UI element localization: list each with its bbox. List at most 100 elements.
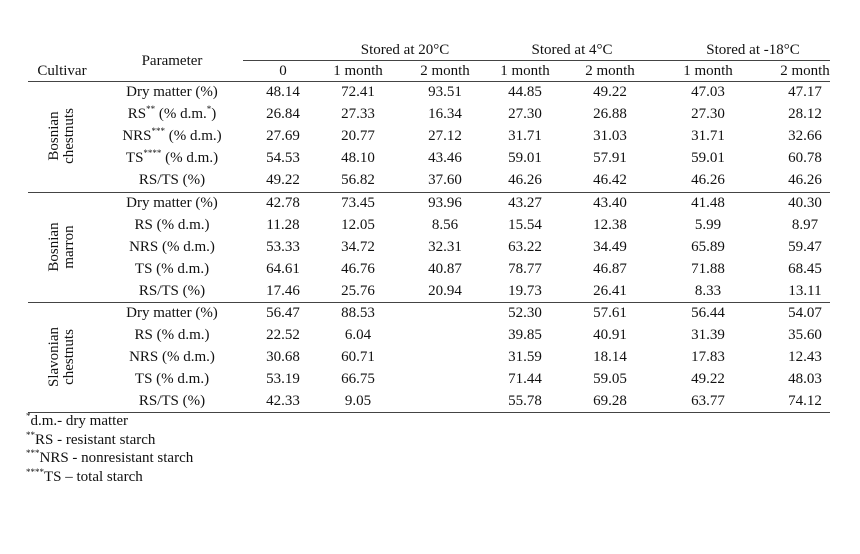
footnote: *d.m.- dry matter — [26, 412, 128, 430]
value-cell: 13.11 — [788, 282, 822, 299]
value-cell: 26.84 — [266, 106, 300, 123]
value-cell: 41.48 — [691, 194, 725, 211]
value-cell: 53.19 — [266, 371, 300, 388]
value-cell: 65.89 — [691, 238, 725, 255]
value-cell: 78.77 — [508, 260, 542, 277]
parameter-cell: Dry matter (%) — [126, 194, 218, 212]
text-run: RS/TS (%) — [138, 172, 206, 189]
value-cell: 31.71 — [508, 128, 542, 145]
parameter-cell: TS (% d.m.) — [135, 260, 209, 278]
footnote: **RS - resistant starch — [26, 429, 155, 449]
value-cell: 48.14 — [266, 84, 300, 100]
value-cell: 57.61 — [593, 305, 627, 321]
text-run: (% d.m. — [155, 106, 207, 123]
value-cell: 22.52 — [266, 327, 300, 344]
value-cell: 40.87 — [428, 260, 462, 277]
value-cell: 39.85 — [508, 327, 542, 344]
value-cell: 42.33 — [266, 393, 300, 410]
cultivar-line: Slavonian — [46, 327, 62, 388]
value-cell: 46.26 — [508, 172, 542, 189]
group-header: Stored at 4°C — [531, 42, 613, 58]
superscript: *** — [151, 126, 166, 137]
parameter-cell: RS (% d.m.) — [135, 216, 210, 234]
parameter-cell: RS/TS (%) — [139, 392, 205, 410]
value-cell: 37.60 — [428, 172, 462, 189]
column-header: 1 month — [333, 63, 383, 79]
footnote: ****TS – total starch — [26, 466, 143, 486]
value-cell: 32.66 — [788, 128, 822, 145]
text-run: TS — [125, 150, 144, 167]
superscript: * — [206, 104, 212, 115]
cultivar-label: Bosnian marron — [46, 222, 77, 271]
text-run: TS (% d.m.) — [134, 371, 210, 388]
cultivar-line: Bosnian — [46, 111, 62, 161]
text-run: (% d.m.) — [165, 128, 222, 145]
value-cell: 68.45 — [788, 260, 822, 277]
superscript: *** — [26, 448, 40, 458]
value-cell: 46.42 — [593, 172, 627, 189]
superscript: ** — [26, 429, 35, 440]
text-run: d.m.- dry matter — [30, 413, 128, 429]
value-cell: 35.60 — [788, 327, 822, 344]
value-cell: 59.01 — [508, 150, 542, 167]
group-header: Stored at -18°C — [706, 42, 800, 58]
value-cell: 5.99 — [694, 216, 722, 233]
column-header: 1 month — [683, 63, 733, 79]
text-run: TS (% d.m.) — [134, 260, 210, 277]
value-cell: 15.54 — [508, 216, 542, 233]
text-run: RS/TS (%) — [138, 393, 206, 410]
value-cell: 12.05 — [341, 216, 375, 233]
text-run: ) — [211, 106, 217, 123]
value-cell: 27.30 — [508, 106, 542, 123]
text-run: Dry matter (%) — [126, 305, 218, 321]
column-header: 2 month — [780, 63, 830, 79]
value-cell: 88.53 — [341, 305, 375, 321]
section-rule — [28, 192, 830, 193]
value-cell: 56.44 — [691, 305, 725, 321]
value-cell: 57.91 — [593, 150, 627, 167]
value-cell: 46.26 — [788, 172, 822, 189]
value-cell: 42.78 — [266, 194, 300, 211]
parameter-cell: RS (% d.m.) — [135, 326, 210, 344]
superscript: **** — [26, 466, 44, 477]
value-cell: 28.12 — [788, 106, 822, 123]
text-run: NRS — [122, 128, 152, 145]
value-cell: 26.41 — [593, 282, 627, 299]
value-cell: 8.97 — [791, 216, 819, 233]
value-cell: 60.78 — [788, 150, 822, 167]
cultivar-line: chestnuts — [61, 108, 77, 165]
value-cell: 40.30 — [788, 194, 822, 211]
value-cell: 49.22 — [593, 84, 627, 100]
superscript: ** — [146, 104, 156, 115]
value-cell: 32.31 — [428, 238, 462, 255]
value-cell: 74.12 — [788, 393, 822, 410]
value-cell: 30.68 — [266, 349, 300, 366]
footnote: ***NRS - nonresistant starch — [26, 449, 193, 467]
bottom-rule — [28, 412, 830, 413]
value-cell: 54.07 — [788, 305, 822, 321]
parameter-cell: Dry matter (%) — [126, 83, 218, 101]
value-cell: 49.22 — [691, 371, 725, 388]
value-cell: 52.30 — [508, 305, 542, 321]
value-cell: 6.04 — [344, 327, 372, 344]
value-cell: 59.01 — [691, 150, 725, 167]
value-cell: 8.33 — [694, 282, 722, 299]
text-run: (% d.m.) — [161, 150, 219, 167]
parameter-cell: NRS (% d.m.) — [129, 348, 215, 366]
value-cell: 16.34 — [428, 106, 462, 123]
value-cell: 27.30 — [691, 106, 725, 123]
parameter-cell: RS/TS (%) — [139, 171, 205, 189]
parameter-cell: TS (% d.m.) — [135, 370, 209, 388]
value-cell: 56.47 — [266, 305, 300, 321]
text-run: RS — [127, 106, 147, 123]
value-cell: 64.61 — [266, 260, 300, 277]
value-cell: 46.26 — [691, 172, 725, 189]
value-cell: 17.83 — [691, 349, 725, 366]
value-cell: 43.27 — [508, 194, 542, 211]
value-cell: 25.76 — [341, 282, 375, 299]
text-run: Dry matter (%) — [126, 194, 218, 211]
value-cell: 93.51 — [428, 84, 462, 100]
value-cell: 20.94 — [428, 282, 462, 299]
value-cell: 31.39 — [691, 327, 725, 344]
